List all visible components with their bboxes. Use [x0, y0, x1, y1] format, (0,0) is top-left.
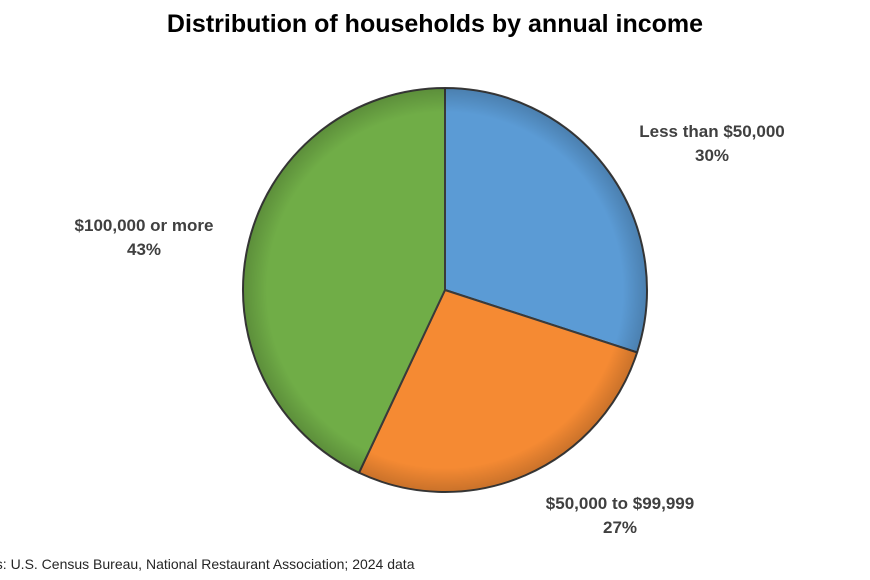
- slice-label-100000-or-more: $100,000 or more 43%: [44, 214, 244, 262]
- slice-label-50000-to-99999: $50,000 to $99,999 27%: [510, 492, 730, 540]
- slice-name: Less than $50,000: [639, 122, 785, 141]
- source-note: es: U.S. Census Bureau, National Restaur…: [0, 556, 415, 572]
- slice-name: $50,000 to $99,999: [545, 494, 695, 513]
- slice-name: $100,000 or more: [74, 216, 214, 235]
- slice-percent: 30%: [694, 146, 730, 165]
- slice-percent: 27%: [602, 518, 638, 537]
- slice-percent: 43%: [126, 240, 162, 259]
- chart-title: Distribution of households by annual inc…: [166, 10, 704, 38]
- slice-label-less-than-50000: Less than $50,000 30%: [612, 120, 812, 168]
